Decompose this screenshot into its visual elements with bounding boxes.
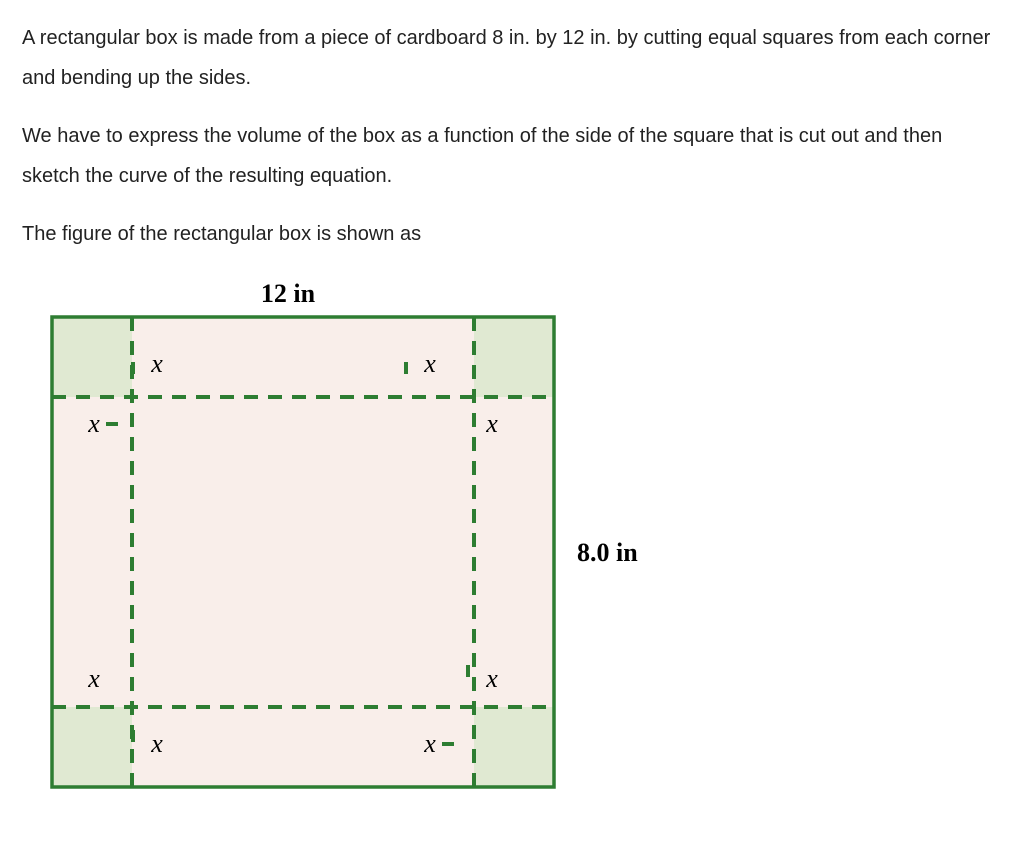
- x-label-0: x: [150, 349, 163, 378]
- corner-square-1: [474, 317, 554, 397]
- corner-square-0: [52, 317, 132, 397]
- corner-square-3: [474, 707, 554, 787]
- x-label-7: x: [423, 729, 436, 758]
- page: A rectangular box is made from a piece o…: [0, 0, 1024, 852]
- x-label-3: x: [485, 409, 498, 438]
- figure-container: 12 in 8.0 in x x x x x x x x: [22, 272, 1002, 822]
- box-diagram: 12 in 8.0 in x x x x x x x x: [22, 272, 672, 822]
- height-label: 8.0 in: [577, 538, 638, 567]
- x-label-4: x: [87, 664, 100, 693]
- x-label-1: x: [423, 349, 436, 378]
- x-label-5: x: [485, 664, 498, 693]
- paragraph-2: We have to express the volume of the box…: [22, 116, 1002, 196]
- paragraph-3: The figure of the rectangular box is sho…: [22, 214, 1002, 254]
- paragraph-1: A rectangular box is made from a piece o…: [22, 18, 1002, 98]
- corner-square-2: [52, 707, 132, 787]
- x-label-2: x: [87, 409, 100, 438]
- x-label-6: x: [150, 729, 163, 758]
- width-label: 12 in: [261, 279, 316, 308]
